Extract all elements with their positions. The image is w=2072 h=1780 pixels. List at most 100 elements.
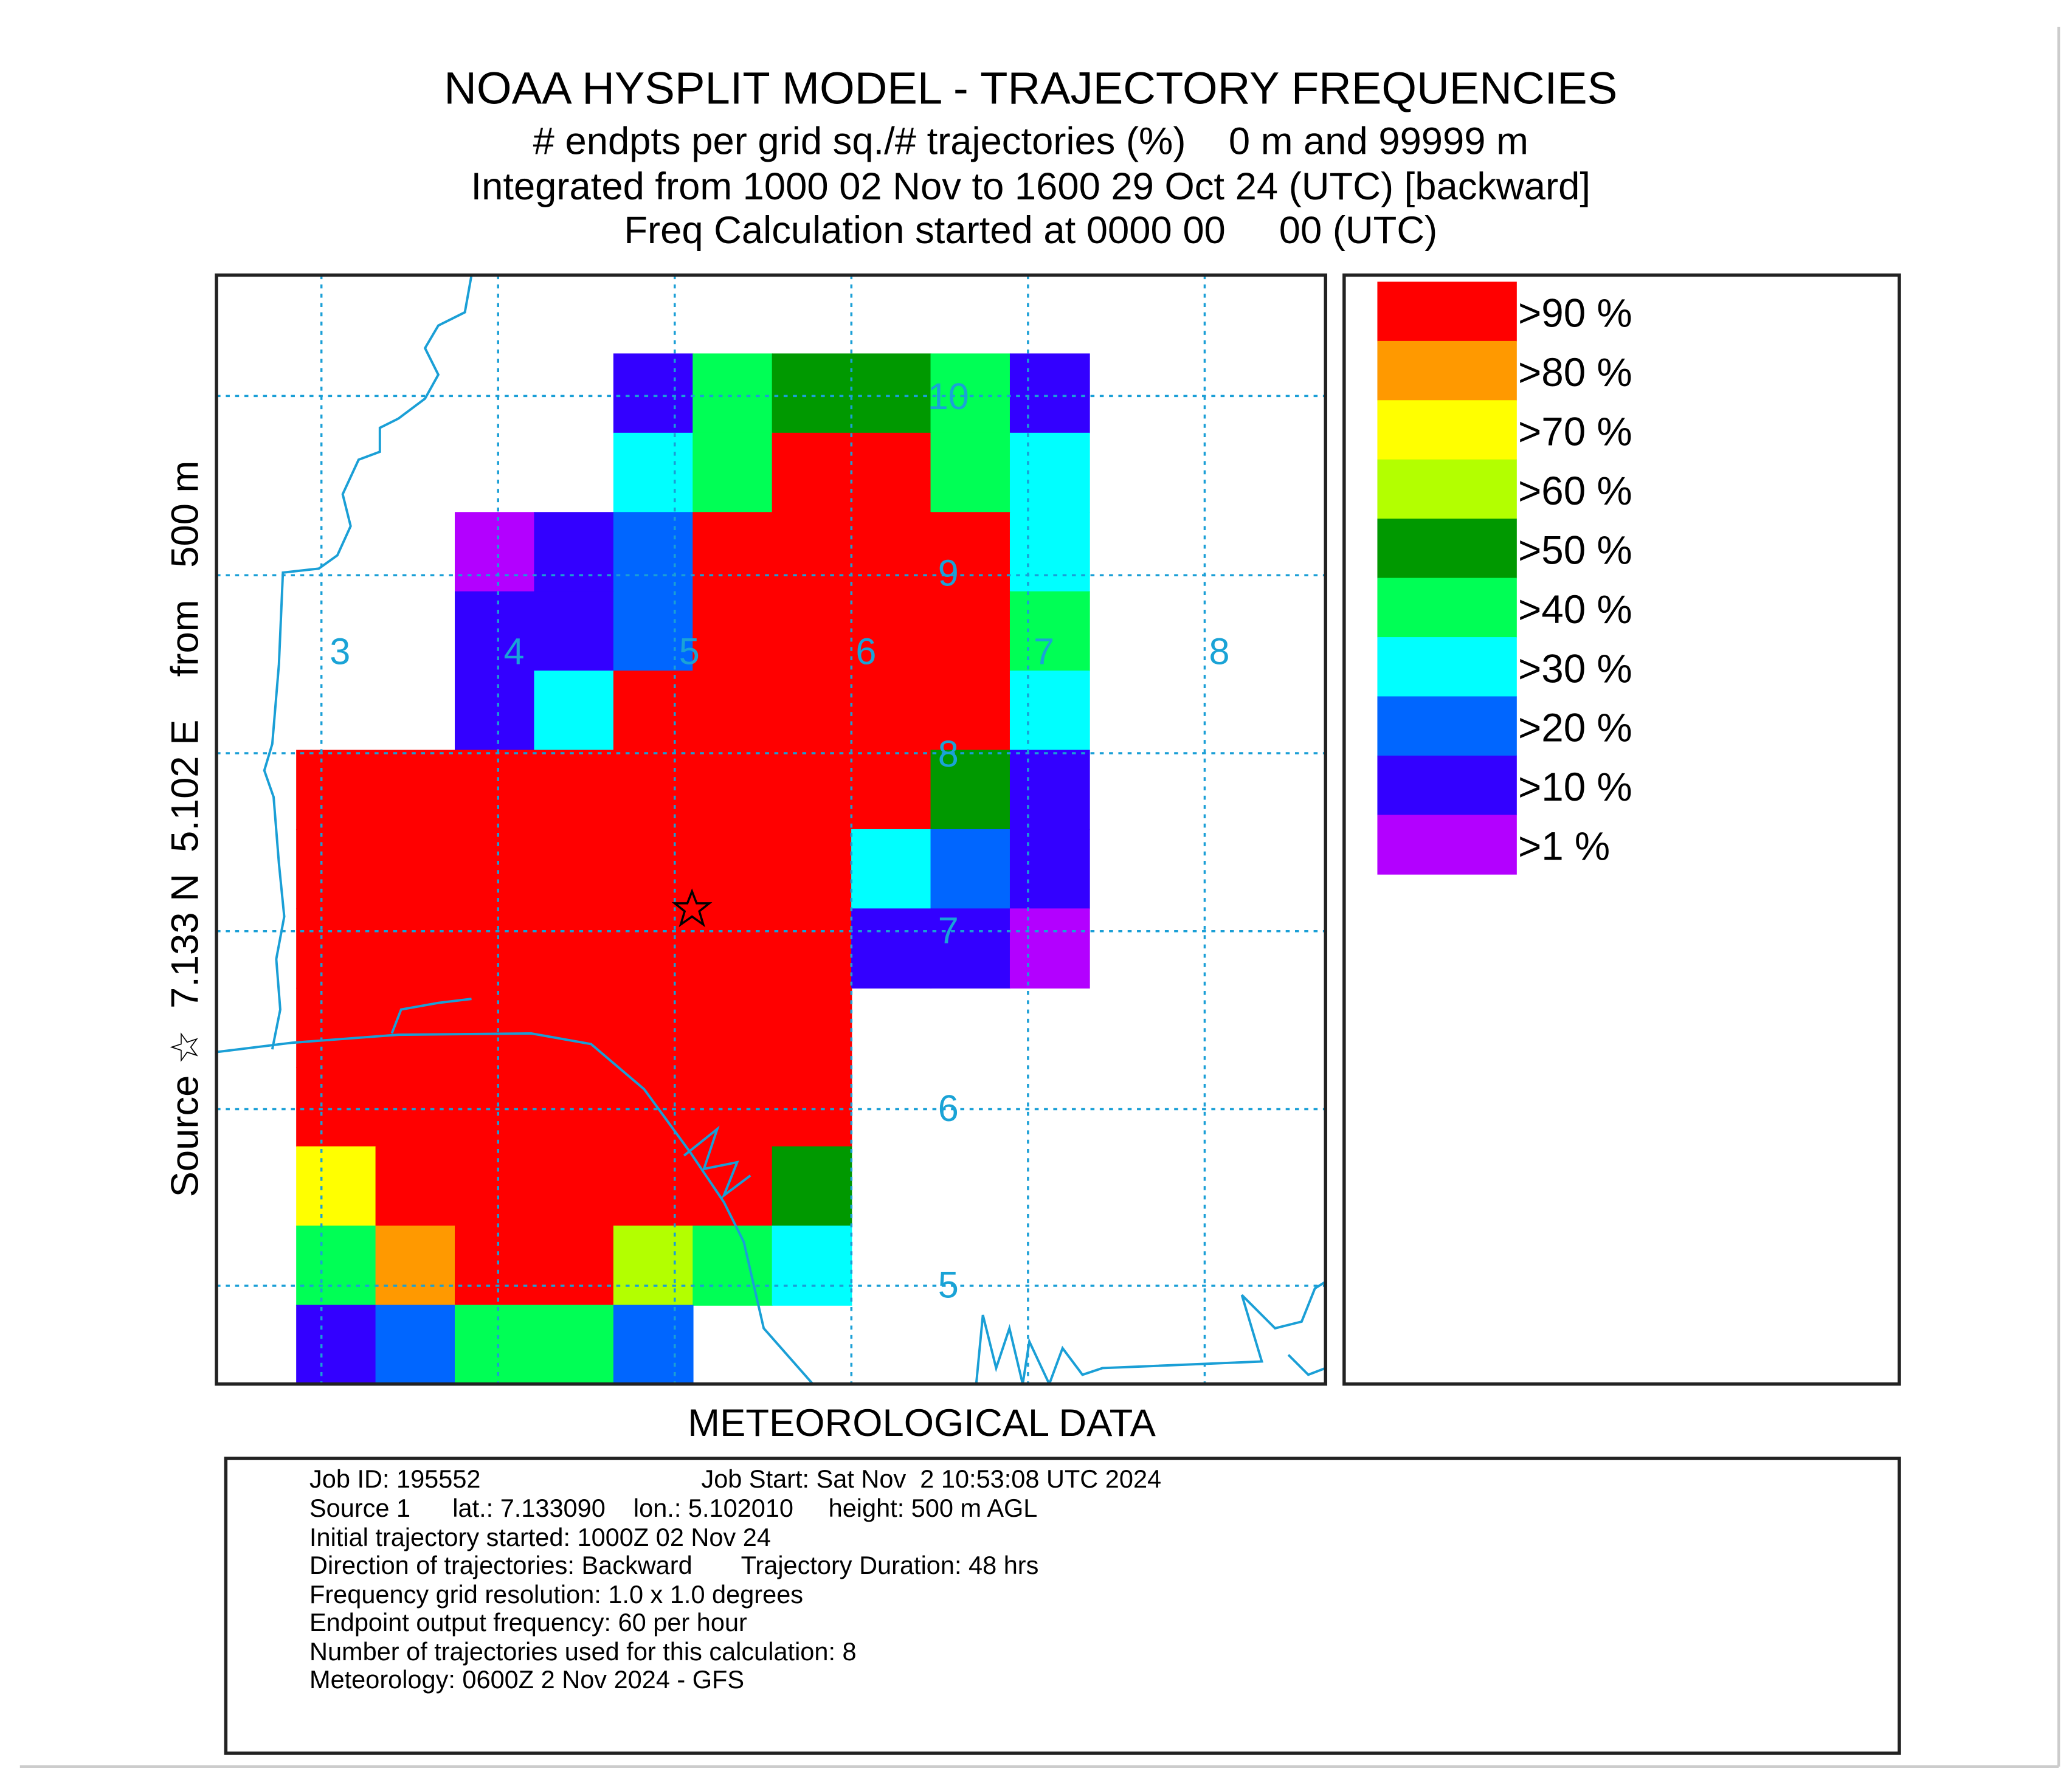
frequency-cell [1009, 512, 1090, 592]
frequency-cell [534, 512, 615, 592]
initial-trajectory: Initial trajectory started: 1000Z 02 Nov… [309, 1523, 771, 1551]
legend-swatch [1377, 459, 1517, 520]
lat-label-10: 10 [928, 376, 969, 417]
frequency-cell [613, 750, 694, 830]
frequency-cell [296, 908, 376, 989]
frequency-cell [613, 987, 694, 1068]
frequency-cell [1009, 908, 1090, 989]
frequency-cell [692, 829, 773, 909]
trajectory-count: Number of trajectories used for this cal… [309, 1637, 857, 1666]
trajectory-direction: Direction of trajectories: Backward Traj… [309, 1551, 1038, 1579]
frequency-cell [930, 829, 1011, 909]
lon-label-7: 7 [1034, 631, 1054, 672]
legend-swatch [1377, 578, 1517, 638]
legend-swatch [1377, 281, 1517, 342]
coastline [216, 275, 1326, 1384]
map-frame [215, 273, 1327, 1386]
frequency-cell [613, 671, 694, 751]
frequency-cell [772, 353, 852, 434]
frequency-cell [692, 671, 773, 751]
frequency-cell [455, 1067, 535, 1147]
frequency-cell [296, 1226, 376, 1306]
frequency-cell [772, 512, 852, 592]
frequency-cell [851, 432, 931, 513]
frequency-cell [772, 908, 852, 989]
legend-label: >60 % [1518, 469, 1632, 513]
legend-label: >10 % [1518, 765, 1632, 809]
frequency-cell [613, 829, 694, 909]
frequency-cell [772, 1067, 852, 1147]
frequency-cell [613, 1067, 694, 1147]
grid-resolution: Frequency grid resolution: 1.0 x 1.0 deg… [309, 1580, 803, 1609]
frequency-cell [772, 829, 852, 909]
frequency-cell [296, 987, 376, 1068]
frequency-cell [1009, 671, 1090, 751]
frequency-cell [455, 1305, 535, 1384]
job-id: Job ID: 195552 [309, 1464, 480, 1493]
lat-label-6: 6 [938, 1088, 959, 1129]
frequency-cell [296, 1146, 376, 1227]
frequency-cell [930, 908, 1011, 989]
meteorological-data-label: METEOROLOGICAL DATA [688, 1402, 1156, 1444]
frequency-cell [772, 987, 852, 1068]
frequency-cell [375, 1146, 456, 1227]
frequency-cell [851, 591, 931, 672]
frequency-cell [296, 750, 376, 830]
frequency-cell [534, 671, 615, 751]
frequency-cell [613, 591, 694, 672]
subtitle-freq-start: Freq Calculation started at 0000 00 00 (… [624, 209, 1437, 252]
frequency-cell [613, 1146, 694, 1227]
legend-swatch [1377, 519, 1517, 579]
frequency-cell [534, 829, 615, 909]
frequency-cell [455, 829, 535, 909]
frequency-cell [455, 1146, 535, 1227]
legend-label: >1 % [1518, 824, 1610, 869]
frequency-cell [772, 432, 852, 513]
frequency-cell [613, 1305, 694, 1384]
legend-swatch [1377, 696, 1517, 756]
frequency-cell [534, 1226, 615, 1306]
endpoint-frequency: Endpoint output frequency: 60 per hour [309, 1608, 747, 1637]
legend-label: >30 % [1518, 646, 1632, 691]
frequency-cell [1009, 750, 1090, 830]
source-info: Source 1 lat.: 7.133090 lon.: 5.102010 h… [309, 1494, 1037, 1522]
legend-label: >80 % [1518, 350, 1632, 395]
frequency-cell [692, 512, 773, 592]
frequency-cell [692, 908, 773, 989]
legend-swatch [1377, 637, 1517, 697]
legend-swatch [1377, 815, 1517, 875]
frequency-cell [613, 512, 694, 592]
frequency-cell [455, 591, 535, 672]
frequency-cell [851, 908, 931, 989]
frequency-cell [534, 1305, 615, 1384]
frequency-cell [375, 1067, 456, 1147]
frequency-cell [1009, 829, 1090, 909]
frequency-cell [613, 1226, 694, 1306]
frequency-cell [534, 908, 615, 989]
lon-label-6: 6 [855, 631, 876, 672]
frequency-cell [692, 432, 773, 513]
frequency-cell [692, 591, 773, 672]
frequency-cell [930, 353, 1011, 434]
source-star-icon [671, 888, 713, 928]
frequency-cell [772, 750, 852, 830]
frequency-cell [772, 671, 852, 751]
frequency-cell [851, 353, 931, 434]
frequency-cell [613, 432, 694, 513]
frequency-cell [375, 987, 456, 1068]
frequency-cell [455, 1226, 535, 1306]
info-frame [224, 1457, 1901, 1755]
legend-swatch [1377, 400, 1517, 460]
frequency-cell [692, 1146, 773, 1227]
frequency-cell [455, 671, 535, 751]
frequency-cell [534, 1146, 615, 1227]
subtitle-integration: Integrated from 1000 02 Nov to 1600 29 O… [471, 165, 1590, 208]
frequency-cell [851, 829, 931, 909]
legend-swatch [1377, 755, 1517, 816]
legend-frame [1342, 273, 1901, 1386]
lat-label-8: 8 [938, 733, 959, 774]
frequency-cell [534, 591, 615, 672]
frequency-cell [930, 671, 1011, 751]
lat-label-7: 7 [938, 909, 959, 951]
